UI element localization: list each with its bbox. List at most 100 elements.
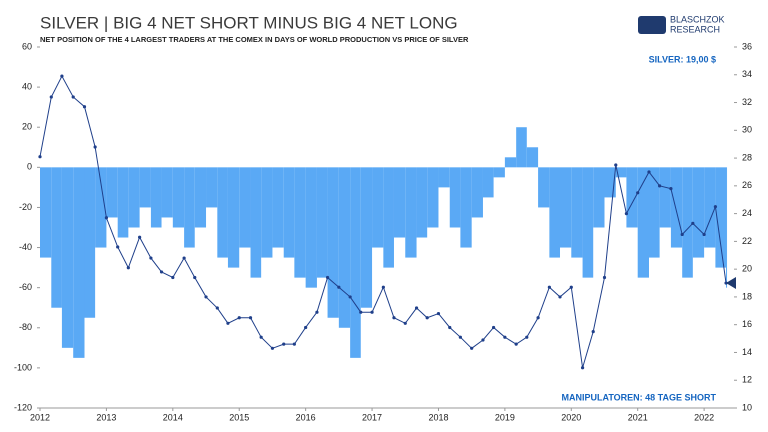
price-point	[636, 191, 640, 195]
price-point	[558, 295, 562, 299]
bar	[549, 167, 561, 258]
x-tick-label: 2019	[495, 412, 515, 422]
y-tick-label: 0	[27, 162, 32, 172]
chart-subtitle: NET POSITION OF THE 4 LARGEST TRADERS AT…	[40, 35, 469, 44]
y-tick-label: -60	[19, 282, 32, 292]
bar	[117, 167, 129, 238]
bar	[95, 167, 107, 248]
price-point	[270, 346, 275, 350]
bar	[61, 167, 74, 348]
bar	[393, 167, 406, 238]
price-point	[458, 335, 462, 339]
price-point	[647, 170, 651, 174]
price-point	[669, 187, 673, 191]
price-marker	[726, 277, 736, 290]
x-tick-label: 2022	[694, 412, 714, 422]
price-point	[680, 232, 684, 237]
bar	[184, 167, 195, 248]
price-point	[116, 245, 120, 249]
bar	[726, 167, 728, 288]
price-point	[403, 321, 407, 325]
bar	[482, 167, 494, 198]
price-point	[82, 105, 87, 109]
price-point	[49, 95, 53, 99]
bar	[427, 167, 439, 228]
price-point	[226, 321, 230, 325]
bar	[139, 167, 151, 208]
y2-tick-label: 34	[742, 69, 752, 79]
price-point	[60, 74, 64, 78]
price-point	[691, 221, 695, 225]
price-point	[182, 256, 186, 260]
price-point	[713, 205, 718, 209]
price-point	[414, 306, 419, 310]
bar	[161, 167, 173, 218]
price-point	[282, 342, 286, 346]
price-point	[292, 342, 296, 346]
bar	[471, 167, 483, 218]
y2-tick-label: 24	[742, 208, 752, 218]
price-point	[514, 342, 518, 346]
price-point	[159, 270, 164, 274]
price-point	[536, 316, 540, 320]
x-tick-label: 2013	[96, 412, 116, 422]
bar	[405, 167, 417, 258]
bar	[715, 167, 727, 268]
bar	[150, 167, 162, 228]
y2-tick-label: 26	[742, 180, 752, 190]
price-point	[126, 266, 130, 270]
price-point	[171, 275, 175, 280]
bar	[615, 167, 627, 178]
price-point	[602, 275, 607, 280]
bar	[526, 147, 539, 168]
price-point	[591, 330, 595, 334]
bar	[670, 167, 683, 248]
price-point	[248, 316, 253, 320]
bar	[560, 167, 572, 248]
price-point	[425, 316, 429, 320]
bar	[372, 167, 384, 248]
logo-text: RESEARCH	[670, 24, 720, 34]
logo-text: BLASCHZOK	[670, 14, 725, 24]
bar	[460, 167, 472, 248]
x-tick-label: 2012	[30, 412, 50, 422]
bar	[250, 167, 262, 278]
price-point	[569, 285, 573, 289]
y2-tick-label: 16	[742, 319, 752, 329]
bar	[327, 167, 339, 318]
x-tick-label: 2018	[428, 412, 448, 422]
bar	[227, 167, 240, 268]
price-point	[93, 145, 97, 149]
bar	[493, 167, 505, 178]
logo-icon	[638, 16, 666, 34]
bar	[40, 167, 52, 258]
price-point	[104, 216, 109, 220]
price-point	[193, 275, 197, 280]
y-tick-label: 40	[22, 81, 32, 91]
price-point	[381, 285, 385, 289]
bar	[172, 167, 185, 228]
price-point	[359, 310, 363, 314]
y-tick-label: 20	[22, 122, 32, 132]
price-point	[38, 155, 42, 159]
price-point	[138, 235, 142, 239]
y-tick-label: -120	[14, 402, 32, 412]
bar	[206, 167, 218, 208]
chart-title: SILVER | BIG 4 NET SHORT MINUS BIG 4 NET…	[40, 13, 458, 32]
price-point	[348, 295, 352, 299]
bar	[659, 167, 671, 228]
price-point	[315, 310, 319, 314]
bar	[51, 167, 62, 308]
y2-tick-label: 10	[742, 402, 752, 412]
price-point	[448, 325, 452, 330]
x-tick-label: 2017	[362, 412, 382, 422]
logo: BLASCHZOK RESEARCH	[638, 14, 725, 34]
y2-tick-label: 30	[742, 125, 752, 135]
price-point	[259, 335, 263, 339]
bar	[692, 167, 705, 258]
bar	[637, 167, 649, 278]
price-point	[337, 285, 341, 289]
y2-tick-label: 18	[742, 291, 752, 301]
y-tick-label: -100	[14, 362, 32, 372]
